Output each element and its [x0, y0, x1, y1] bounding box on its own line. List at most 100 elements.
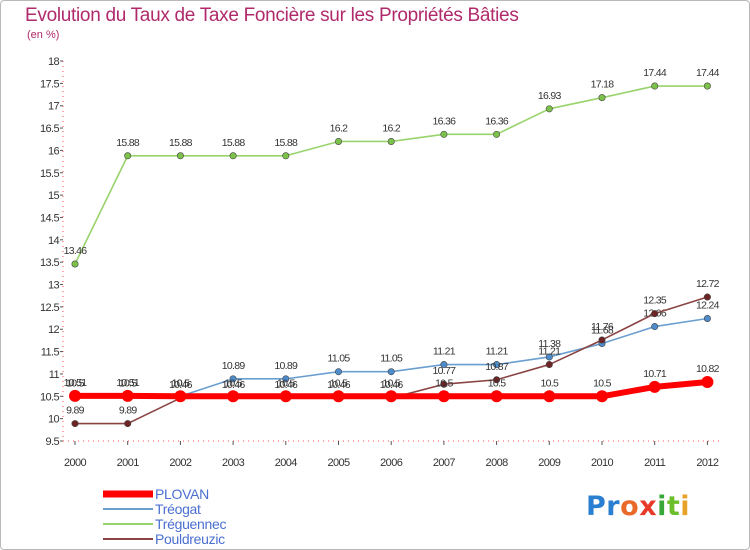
data-label-treogat: 11.21 [433, 346, 456, 358]
x-tick-label: 2006 [380, 457, 403, 469]
x-tick-label: 2000 [64, 457, 87, 469]
data-label-pouldreuzic: 11.76 [591, 321, 614, 333]
data-label-treguennec: 13.46 [64, 245, 88, 257]
y-tick-label: 13 [48, 280, 60, 292]
data-point-plovan [648, 380, 661, 393]
logo-letter: r [606, 491, 621, 522]
y-tick-label: 11 [49, 369, 60, 381]
unit-label: (en %) [27, 29, 60, 41]
y-tick-label: 16.5 [40, 123, 59, 135]
y-tick-label: 12.5 [40, 302, 59, 314]
y-tick-label: 15.5 [40, 168, 59, 180]
data-label-treguennec: 16.93 [538, 90, 562, 102]
y-tick-label: 18 [48, 56, 60, 68]
data-label-pouldreuzic: 11.21 [538, 346, 561, 358]
data-label-treguennec: 15.88 [116, 137, 140, 149]
data-point-plovan [121, 389, 134, 402]
data-label-plovan: 10.5 [330, 377, 348, 389]
series-line-treguennec [74, 85, 709, 265]
data-point-treguennec [598, 94, 606, 102]
logo-letter: i [680, 491, 691, 522]
data-label-plovan: 10.5 [382, 377, 400, 389]
data-point-plovan [596, 390, 608, 403]
data-point-treguennec [387, 137, 395, 145]
data-label-treguennec: 15.88 [222, 137, 246, 149]
data-point-plovan [69, 389, 81, 402]
data-point-plovan [701, 375, 714, 388]
legend-label-treogat: Tréogat [155, 501, 201, 517]
y-tick-label: 16 [48, 145, 60, 157]
data-point-treguennec [651, 82, 659, 90]
y-tick-label: 11.5 [41, 347, 60, 359]
data-point-treogat [387, 368, 395, 376]
data-label-treguennec: 16.2 [382, 122, 400, 134]
data-point-treguennec [703, 82, 711, 90]
data-point-treguennec [229, 152, 237, 160]
y-tick-label: 15 [48, 190, 60, 202]
y-tick-label: 13.5 [40, 257, 59, 269]
data-point-pouldreuzic [71, 420, 79, 428]
data-label-treguennec: 16.36 [433, 115, 457, 127]
data-label-treguennec: 15.88 [169, 137, 193, 149]
data-label-plovan: 10.51 [64, 377, 88, 389]
data-point-pouldreuzic [651, 310, 659, 318]
y-tick-label: 9.5 [46, 436, 60, 448]
data-point-treogat [440, 361, 448, 369]
legend-label-pouldreuzic: Pouldreuzic [155, 531, 225, 547]
data-point-treguennec [124, 152, 132, 160]
x-tick-label: 2010 [591, 457, 614, 469]
x-tick-label: 2004 [275, 457, 298, 469]
data-point-treogat [493, 361, 501, 369]
data-label-pouldreuzic: 10.46 [380, 379, 404, 391]
data-label-pouldreuzic: 9.89 [66, 405, 84, 417]
data-point-treogat [651, 323, 659, 331]
data-point-treguennec [71, 260, 79, 268]
data-label-pouldreuzic: 10.46 [274, 379, 298, 391]
logo-letter: P [586, 491, 607, 522]
x-tick-label: 2011 [644, 457, 666, 469]
data-label-treogat: 10.5 [66, 377, 84, 389]
data-label-treogat: 10.89 [222, 360, 246, 372]
data-point-plovan [174, 390, 187, 403]
data-point-treguennec [176, 152, 184, 160]
x-tick-label: 2005 [327, 457, 350, 469]
data-point-treogat [282, 375, 290, 383]
data-point-treogat [703, 315, 711, 323]
x-tick-label: 2008 [486, 457, 509, 469]
legend-label-treguennec: Tréguennec [155, 516, 226, 532]
data-point-plovan [385, 390, 398, 403]
data-label-plovan: 10.71 [643, 368, 667, 380]
logo-letter: o [620, 491, 640, 522]
data-point-plovan [332, 390, 345, 403]
y-tick-label: 17 [48, 101, 60, 113]
data-label-treogat: 11.38 [538, 338, 561, 350]
data-point-pouldreuzic [493, 376, 501, 384]
data-point-pouldreuzic [124, 420, 132, 428]
data-label-plovan: 10.5 [435, 377, 453, 389]
data-label-plovan: 10.5 [593, 377, 611, 389]
data-label-treogat: 11.05 [328, 353, 351, 365]
data-point-plovan [279, 390, 292, 403]
data-label-treogat: 10.5 [119, 377, 137, 389]
data-point-treguennec [545, 105, 553, 113]
data-label-treogat: 10.5 [172, 377, 190, 389]
data-label-pouldreuzic: 12.72 [696, 278, 720, 290]
chart-title: Evolution du Taux de Taxe Foncière sur l… [25, 5, 519, 26]
data-label-pouldreuzic: 9.89 [119, 405, 137, 417]
data-label-treguennec: 16.36 [485, 115, 509, 127]
data-label-plovan: 10.51 [116, 377, 140, 389]
data-label-treguennec: 17.44 [696, 67, 720, 79]
data-label-plovan: 10.5 [224, 377, 242, 389]
logo-letter: x [639, 491, 658, 522]
logo-letter: t [666, 491, 681, 522]
y-tick-label: 14 [48, 235, 60, 247]
data-label-treogat: 11.05 [380, 353, 403, 365]
data-point-plovan [227, 390, 240, 403]
x-tick-label: 2007 [433, 457, 456, 469]
data-point-pouldreuzic [598, 336, 606, 344]
data-point-plovan [437, 390, 450, 403]
y-tick-label: 14.5 [40, 212, 59, 224]
data-point-treguennec [282, 152, 290, 160]
